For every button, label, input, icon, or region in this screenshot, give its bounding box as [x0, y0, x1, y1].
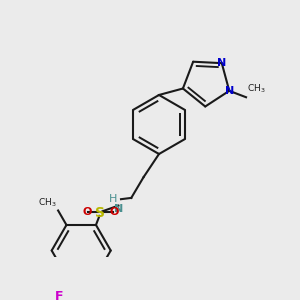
- Text: N: N: [217, 58, 226, 68]
- Text: CH$_3$: CH$_3$: [38, 197, 57, 209]
- Text: S: S: [95, 206, 106, 220]
- Text: F: F: [55, 290, 64, 300]
- Text: O: O: [109, 207, 119, 217]
- Text: N: N: [225, 86, 234, 96]
- Text: O: O: [82, 207, 92, 217]
- Text: CH$_3$: CH$_3$: [247, 83, 265, 95]
- Text: N: N: [114, 204, 123, 214]
- Text: H: H: [109, 194, 117, 204]
